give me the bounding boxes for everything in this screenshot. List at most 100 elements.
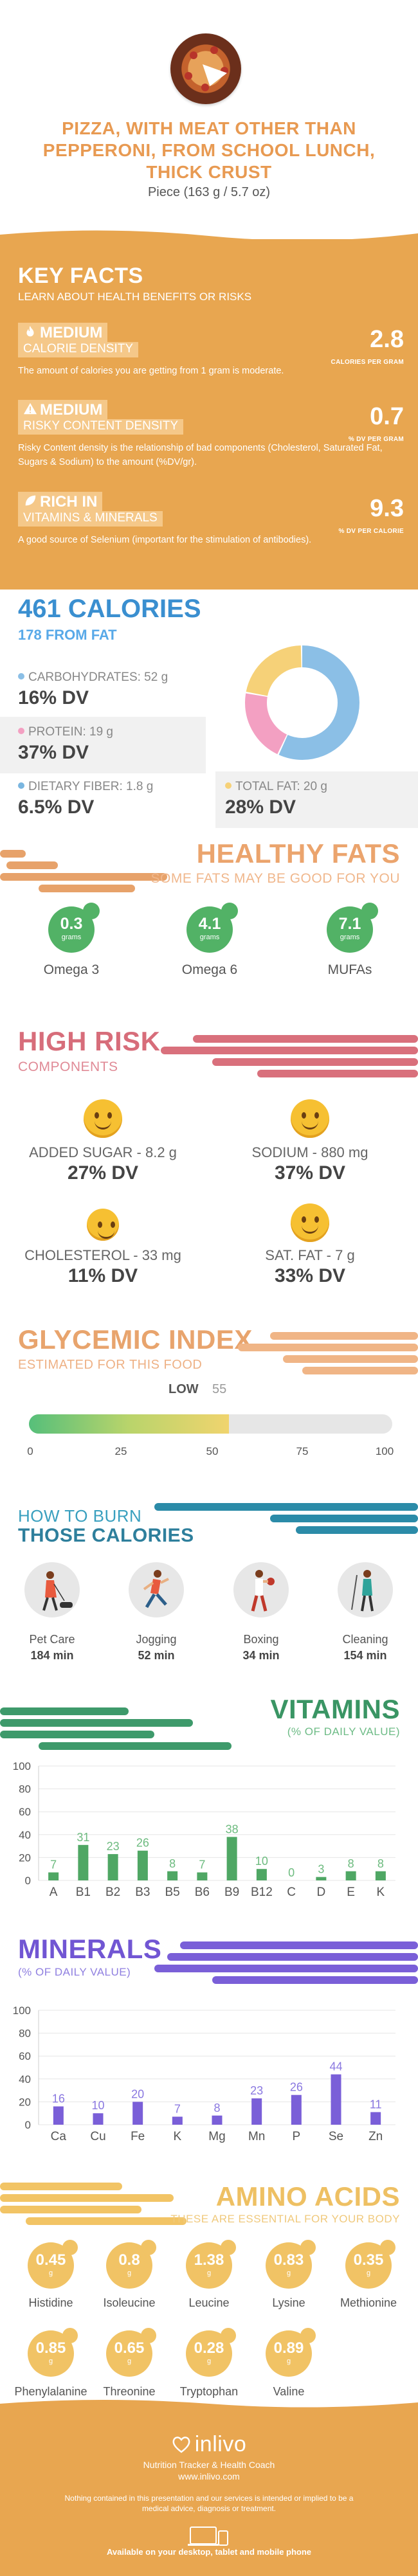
calories-title: 461 CALORIES <box>18 595 201 623</box>
phenylalanine-label: Phenylalanine <box>14 2385 87 2398</box>
mineral-value-label: 8 <box>214 2102 220 2114</box>
vitamin-bar-D <box>316 1877 327 1880</box>
y-tick-label: 80 <box>19 2028 31 2040</box>
vitamin-category-label: D <box>317 1886 326 1899</box>
histidine-circle: 0.45 g <box>28 2240 78 2289</box>
devices-icon <box>188 2526 228 2546</box>
histidine-label: Histidine <box>28 2296 73 2309</box>
carbs-dv: 16% DV <box>18 687 89 708</box>
vitamin-category-label: C <box>287 1886 296 1899</box>
vitamin-bar-B1 <box>78 1844 89 1880</box>
stripe <box>0 1707 129 1715</box>
burn-title-1: HOW TO BURN <box>18 1506 142 1526</box>
risky-density-desc: Risky Content density is the relationshi… <box>18 443 383 467</box>
vitamin-category-label: B2 <box>105 1886 120 1899</box>
donut-slice-carbohydrates <box>245 645 359 760</box>
vitamin-value-label: 7 <box>50 1859 57 1871</box>
vitamin-category-label: B12 <box>251 1886 273 1899</box>
vitamins-label: VITAMINS & MINERALS <box>18 511 163 527</box>
risky-density-label: RISKY CONTENT DENSITY <box>18 419 184 435</box>
glycemic-value: 55 <box>212 1382 227 1396</box>
vitamin-category-label: B5 <box>165 1886 180 1899</box>
donut-slice-protein <box>245 645 359 760</box>
burn-title-2: THOSE CALORIES <box>18 1525 194 1546</box>
stripe <box>238 1344 418 1351</box>
high-risk-subtitle: COMPONENTS <box>18 1059 118 1074</box>
glycemic-title: GLYCEMIC INDEX <box>18 1324 253 1355</box>
risky-density-level: MEDIUM <box>18 400 108 419</box>
macros-donut-chart <box>245 645 359 760</box>
mineral-category-label: Se <box>329 2130 343 2143</box>
fat-bullet <box>225 782 232 789</box>
cleaning-stat: Cleaning 154 min <box>342 1633 388 1662</box>
y-tick-label: 40 <box>19 1829 31 1841</box>
vitamin-bar-E <box>345 1871 356 1880</box>
vitamin-value-label: 7 <box>199 1859 205 1871</box>
y-tick-label: 80 <box>19 1783 31 1796</box>
vitamins-level: RICH IN <box>18 492 103 511</box>
fat-dv: 28% DV <box>225 797 296 818</box>
mineral-value-label: 16 <box>52 2093 65 2105</box>
stripe <box>26 2217 186 2225</box>
mineral-bar-Fe <box>132 2102 143 2125</box>
valine-circle: 0.89 g <box>266 2328 316 2377</box>
fat-box <box>215 771 418 828</box>
added-sugar-stat: ADDED SUGAR - 8.2 g 27% DV <box>29 1144 177 1184</box>
vitamin-value-label: 8 <box>169 1857 176 1870</box>
mineral-category-label: Cu <box>90 2130 105 2143</box>
lysine-circle: 0.83 g <box>266 2240 316 2289</box>
mineral-value-label: 10 <box>91 2099 104 2112</box>
stripe <box>154 1965 418 1972</box>
stripe <box>0 850 26 858</box>
y-tick-label: 20 <box>19 2096 31 2108</box>
stripe <box>283 1355 418 1363</box>
vitamin-category-label: B1 <box>76 1886 91 1899</box>
calories-from-fat: 178 FROM FAT <box>18 627 117 643</box>
mineral-value-label: 20 <box>131 2087 144 2100</box>
isoleucine-circle: 0.8 g <box>106 2240 156 2289</box>
stripe <box>0 1719 193 1727</box>
glycemic-subtitle: ESTIMATED FOR THIS FOOD <box>18 1358 203 1372</box>
mineral-value-label: 26 <box>290 2081 303 2094</box>
jogging-icon <box>129 1562 184 1617</box>
threonine-circle: 0.65 g <box>106 2328 156 2377</box>
vitamins-subtitle: (% OF DAILY VALUE) <box>287 1725 400 1738</box>
mineral-bar-Cu <box>93 2113 104 2125</box>
vitamin-category-label: B6 <box>195 1886 210 1899</box>
vitamins-desc: A good source of Selenium (important for… <box>18 535 312 545</box>
availability-note: Available on your desktop, tablet and mo… <box>106 2547 312 2557</box>
stripe <box>39 885 135 892</box>
cleaning-icon <box>338 1562 393 1617</box>
healthy-fats-title: HEALTHY FATS <box>196 838 400 869</box>
fat-stat: TOTAL FAT: 20 g 28% DV <box>225 780 327 818</box>
mineral-value-label: 23 <box>250 2084 263 2097</box>
boxing-icon <box>233 1562 289 1617</box>
mineral-category-label: K <box>173 2130 181 2143</box>
vitamin-value-label: 8 <box>377 1857 384 1870</box>
mineral-bar-Mn <box>251 2098 262 2125</box>
stripe <box>0 1731 154 1738</box>
threonine-label: Threonine <box>103 2385 156 2398</box>
stripe <box>39 1742 232 1750</box>
smiley-icon <box>291 1203 329 1242</box>
brand-logo[interactable]: inlivo <box>0 2432 418 2457</box>
brand-url[interactable]: www.inlivo.com <box>178 2471 240 2481</box>
lysine-label: Lysine <box>272 2296 305 2309</box>
flame-icon <box>26 325 34 337</box>
sodium-stat: SODIUM - 880 mg 37% DV <box>251 1144 368 1184</box>
mineral-bar-Mg <box>212 2115 223 2125</box>
omega3-circle: 0.3 grams <box>48 903 100 953</box>
mineral-value-label: 7 <box>174 2103 181 2116</box>
omega6-circle: 4.1 grams <box>186 903 238 953</box>
vitamin-bar-B6 <box>197 1872 208 1880</box>
mufas-circle: 7.1 grams <box>327 903 378 953</box>
stripe <box>296 1526 418 1534</box>
vitamins-chart: 0 20 40 60 80 100 7 A 31 B1 23 B2 26 B3 8 B5 7 B6 38 B9 10 B1… <box>0 1758 418 1909</box>
mineral-category-label: Mn <box>248 2130 265 2143</box>
mineral-category-label: Ca <box>51 2130 67 2143</box>
tryptophan-circle: 0.28 g <box>186 2328 236 2377</box>
leucine-label: Leucine <box>188 2296 230 2309</box>
leucine-circle: 1.38 g <box>186 2240 236 2289</box>
risky-density-value: 0.7% DV PER GRAM <box>348 403 404 443</box>
vitamins-value: 9.3% DV PER CALORIE <box>338 495 404 535</box>
